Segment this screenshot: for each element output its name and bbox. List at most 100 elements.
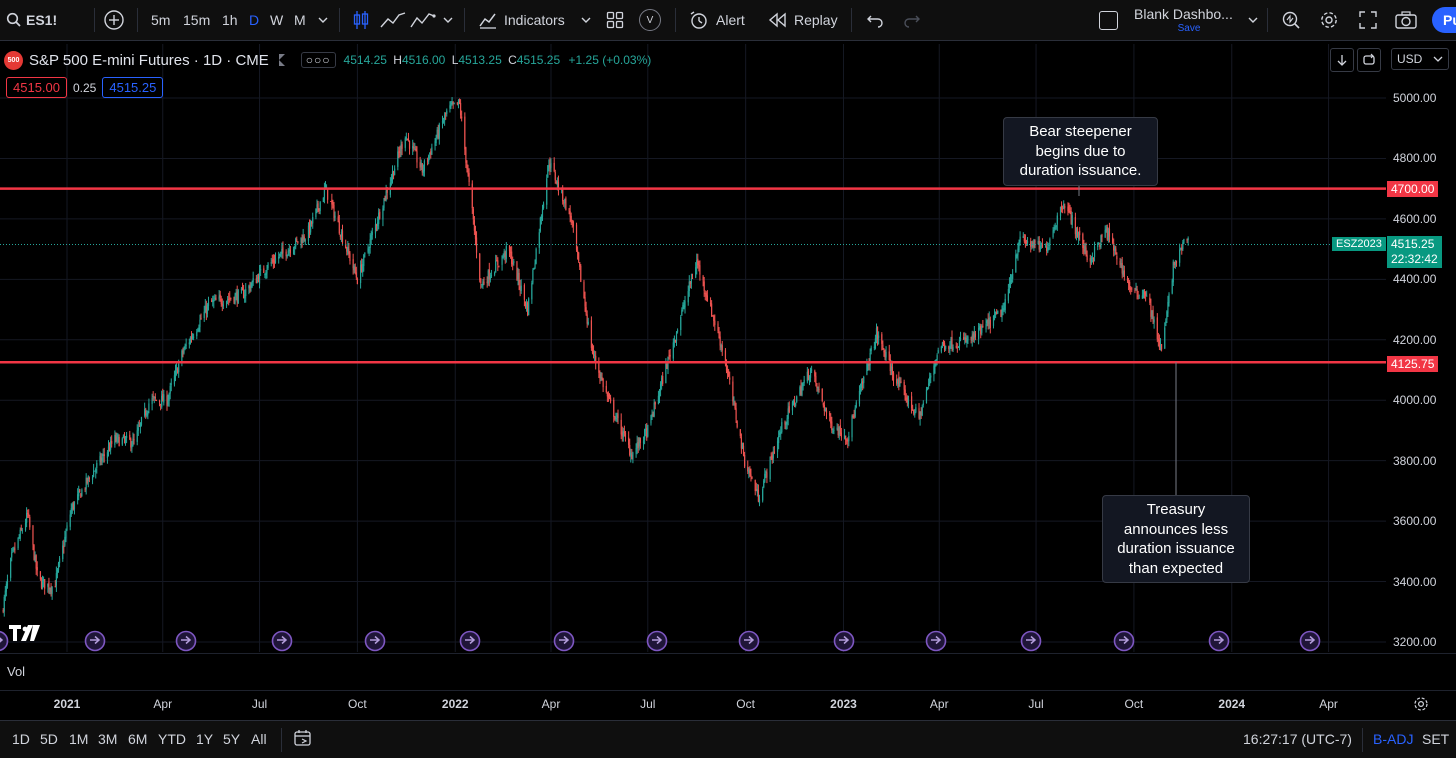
layouts-button[interactable] xyxy=(606,0,624,40)
axis-settings-button[interactable] xyxy=(1413,696,1429,717)
checkbox-square-icon xyxy=(1099,10,1118,30)
high-value: 4516.00 xyxy=(401,53,446,67)
chevron-down-icon xyxy=(1248,17,1258,23)
time-label: Apr xyxy=(153,697,173,711)
price-label: 4600.00 xyxy=(1393,211,1437,226)
annotation-line: Treasury xyxy=(1146,501,1206,518)
session-button[interactable]: SET xyxy=(1422,720,1449,757)
ask-price[interactable]: 4515.25 xyxy=(102,77,164,98)
interval-5m[interactable]: 5m xyxy=(151,0,170,40)
time-label: Oct xyxy=(736,697,755,711)
dashboard-name-button[interactable]: Blank Dashbo... Save xyxy=(1134,6,1244,34)
dashboard-dropdown[interactable] xyxy=(1247,0,1259,40)
fullscreen-icon xyxy=(1359,11,1377,29)
interval-label: 15m xyxy=(183,12,211,28)
more-options-icon[interactable]: ○○○ xyxy=(300,52,336,68)
annotation-line: announces less xyxy=(1123,520,1229,538)
last-price: 4515.25 xyxy=(1391,237,1435,251)
quick-search-button[interactable] xyxy=(1281,0,1301,40)
redo-button[interactable] xyxy=(903,0,921,40)
range-1m-button[interactable]: 1M xyxy=(69,720,88,757)
date-range-button[interactable] xyxy=(293,728,313,753)
bottom-toolbar xyxy=(0,720,1456,758)
sp500-logo-icon: 500 xyxy=(4,50,23,70)
chart-type-line[interactable] xyxy=(380,0,406,40)
interval-d-active[interactable]: D xyxy=(249,0,259,40)
undo-button[interactable] xyxy=(866,0,884,40)
range-5y-button[interactable]: 5Y xyxy=(223,720,240,757)
snapshot-button[interactable] xyxy=(1395,0,1417,40)
time-scale[interactable] xyxy=(0,690,1456,721)
v-badge: V xyxy=(639,9,661,31)
range-label: 1D xyxy=(12,730,30,747)
range-1d-button[interactable]: 1D xyxy=(12,720,30,757)
price-label: 3400.00 xyxy=(1393,574,1437,589)
annotation-treasury[interactable]: Treasury announces less duration issuanc… xyxy=(1102,495,1250,583)
scroll-to-realtime-button[interactable] xyxy=(1330,48,1354,72)
chevron-down-icon xyxy=(443,17,453,23)
alert-button[interactable]: Alert xyxy=(689,0,745,40)
chart-type-dropdown[interactable] xyxy=(442,0,454,40)
currency-label: USD xyxy=(1397,52,1423,66)
time-label: Jul xyxy=(251,697,268,711)
time-label: Jul xyxy=(640,697,656,711)
symbol-title[interactable]: S&P 500 E-mini Futures · 1D · CME xyxy=(29,51,269,69)
range-6m-button[interactable]: 6M xyxy=(128,720,147,757)
tradingview-logo[interactable] xyxy=(9,624,41,647)
annotation-bear-steepener[interactable]: Bear steepener begins due to duration is… xyxy=(1003,117,1158,186)
indicators-button[interactable]: Indicators xyxy=(478,0,565,40)
indicators-dropdown[interactable] xyxy=(580,0,592,40)
alert-label: Alert xyxy=(716,12,745,28)
interval-label: 1h xyxy=(222,12,238,28)
range-label: 5Y xyxy=(223,730,241,747)
symbol-search[interactable]: ES1! xyxy=(6,0,57,40)
chart-legend: 500 S&P 500 E-mini Futures · 1D · CME ○○… xyxy=(4,49,651,71)
interval-w[interactable]: W xyxy=(270,0,283,40)
range-label: All xyxy=(251,730,267,747)
replay-button[interactable]: Replay xyxy=(768,0,838,40)
quick-search-icon xyxy=(1282,11,1300,29)
chart-type-area[interactable] xyxy=(410,0,436,40)
session-label: SET xyxy=(1422,730,1450,747)
fullscreen-button[interactable] xyxy=(1359,0,1377,40)
publish-label: Pu xyxy=(1432,7,1456,33)
currency-select[interactable]: USD xyxy=(1391,48,1449,70)
undo-icon xyxy=(867,15,883,28)
volume-pane[interactable] xyxy=(0,653,1456,691)
alarm-clock-icon xyxy=(690,11,707,29)
bar-countdown: 22:32:42 xyxy=(1391,252,1438,266)
chart-type-candles[interactable] xyxy=(351,0,371,40)
close-label: C xyxy=(508,53,517,67)
gear-icon xyxy=(1321,12,1337,28)
dashboard-checkbox[interactable] xyxy=(1099,0,1118,40)
interval-15m[interactable]: 15m xyxy=(183,0,210,40)
range-1y-button[interactable]: 1Y xyxy=(196,720,213,757)
price-label: 3600.00 xyxy=(1393,514,1437,529)
clock-timezone-button[interactable]: 16:27:17 (UTC-7) xyxy=(1243,720,1352,757)
reset-scale-button[interactable] xyxy=(1357,48,1381,72)
range-all-button[interactable]: All xyxy=(251,720,267,757)
interval-label: 5m xyxy=(151,12,171,28)
high-label: H xyxy=(393,53,402,67)
range-3m-button[interactable]: 3M xyxy=(98,720,117,757)
interval-m[interactable]: M xyxy=(294,0,306,40)
low-label: L xyxy=(451,53,459,67)
range-ytd-button[interactable]: YTD xyxy=(158,720,186,757)
publish-button[interactable]: Pu xyxy=(1432,0,1456,40)
interval-1h[interactable]: 1h xyxy=(222,0,238,40)
compare-button[interactable] xyxy=(103,0,125,40)
top-toolbar: ES1! 5m 15m 1h D W M Indicators V Alert xyxy=(0,0,1456,41)
bid-price[interactable]: 4515.00 xyxy=(6,77,67,98)
v-badge-button[interactable]: V xyxy=(639,0,661,40)
flag-icon[interactable] xyxy=(278,54,285,66)
range-5d-button[interactable]: 5D xyxy=(40,720,58,757)
interval-label: D xyxy=(249,12,260,28)
settings-button[interactable] xyxy=(1319,0,1339,40)
time-label: 2022 xyxy=(441,697,469,711)
line-chart-icon xyxy=(380,12,406,28)
price-label: 3800.00 xyxy=(1393,453,1437,468)
dashboard-save-link[interactable]: Save xyxy=(1177,23,1201,34)
adjustment-button[interactable]: B-ADJ xyxy=(1373,720,1413,757)
redo-icon xyxy=(904,15,920,28)
interval-dropdown[interactable] xyxy=(317,0,329,40)
